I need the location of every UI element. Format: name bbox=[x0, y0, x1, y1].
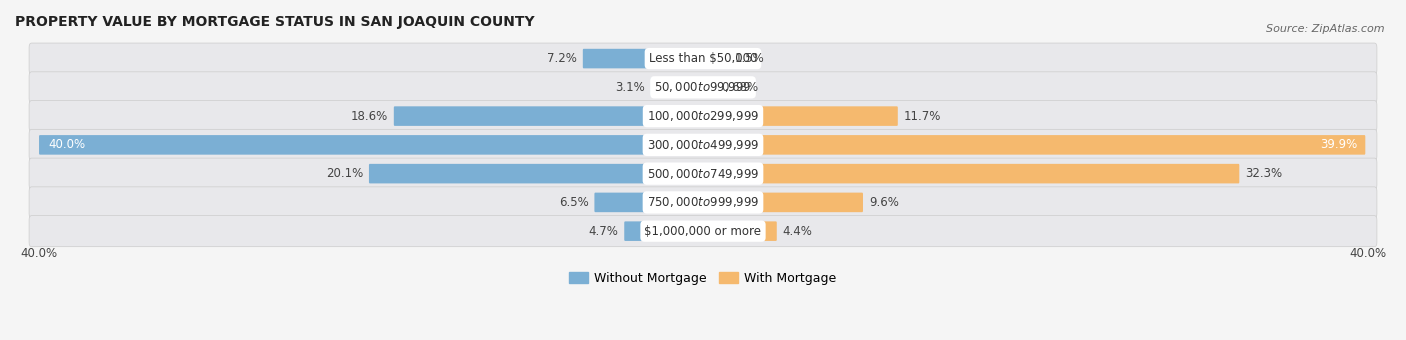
Text: Less than $50,000: Less than $50,000 bbox=[648, 52, 758, 65]
Text: $500,000 to $749,999: $500,000 to $749,999 bbox=[647, 167, 759, 181]
Text: 11.7%: 11.7% bbox=[904, 109, 941, 123]
Text: 7.2%: 7.2% bbox=[547, 52, 576, 65]
FancyBboxPatch shape bbox=[583, 49, 704, 68]
FancyBboxPatch shape bbox=[702, 221, 776, 241]
Text: 40.0%: 40.0% bbox=[48, 138, 86, 151]
FancyBboxPatch shape bbox=[30, 72, 1376, 103]
FancyBboxPatch shape bbox=[30, 216, 1376, 247]
FancyBboxPatch shape bbox=[595, 193, 704, 212]
FancyBboxPatch shape bbox=[702, 164, 1239, 183]
Text: 40.0%: 40.0% bbox=[1348, 247, 1386, 260]
Text: $1,000,000 or more: $1,000,000 or more bbox=[644, 225, 762, 238]
Text: $750,000 to $999,999: $750,000 to $999,999 bbox=[647, 195, 759, 209]
FancyBboxPatch shape bbox=[39, 135, 704, 155]
FancyBboxPatch shape bbox=[30, 187, 1376, 218]
Text: 6.5%: 6.5% bbox=[558, 196, 589, 209]
FancyBboxPatch shape bbox=[30, 158, 1376, 189]
Text: 32.3%: 32.3% bbox=[1246, 167, 1282, 180]
FancyBboxPatch shape bbox=[702, 106, 898, 126]
FancyBboxPatch shape bbox=[30, 101, 1376, 132]
Text: 9.6%: 9.6% bbox=[869, 196, 898, 209]
FancyBboxPatch shape bbox=[702, 135, 1365, 155]
Text: 40.0%: 40.0% bbox=[20, 247, 58, 260]
Text: $300,000 to $499,999: $300,000 to $499,999 bbox=[647, 138, 759, 152]
FancyBboxPatch shape bbox=[394, 106, 704, 126]
FancyBboxPatch shape bbox=[368, 164, 704, 183]
Text: 20.1%: 20.1% bbox=[326, 167, 363, 180]
Text: $100,000 to $299,999: $100,000 to $299,999 bbox=[647, 109, 759, 123]
Text: $50,000 to $99,999: $50,000 to $99,999 bbox=[654, 80, 752, 94]
Legend: Without Mortgage, With Mortgage: Without Mortgage, With Mortgage bbox=[564, 267, 842, 290]
Text: 4.4%: 4.4% bbox=[783, 225, 813, 238]
FancyBboxPatch shape bbox=[702, 49, 728, 68]
Text: 0.68%: 0.68% bbox=[721, 81, 758, 94]
Text: 18.6%: 18.6% bbox=[350, 109, 388, 123]
FancyBboxPatch shape bbox=[702, 193, 863, 212]
FancyBboxPatch shape bbox=[624, 221, 704, 241]
FancyBboxPatch shape bbox=[30, 129, 1376, 160]
Text: 39.9%: 39.9% bbox=[1320, 138, 1358, 151]
FancyBboxPatch shape bbox=[651, 78, 704, 97]
FancyBboxPatch shape bbox=[30, 43, 1376, 74]
FancyBboxPatch shape bbox=[702, 78, 716, 97]
Text: 3.1%: 3.1% bbox=[616, 81, 645, 94]
Text: 1.5%: 1.5% bbox=[734, 52, 765, 65]
Text: Source: ZipAtlas.com: Source: ZipAtlas.com bbox=[1267, 24, 1385, 34]
Text: 4.7%: 4.7% bbox=[589, 225, 619, 238]
Text: PROPERTY VALUE BY MORTGAGE STATUS IN SAN JOAQUIN COUNTY: PROPERTY VALUE BY MORTGAGE STATUS IN SAN… bbox=[15, 15, 534, 29]
